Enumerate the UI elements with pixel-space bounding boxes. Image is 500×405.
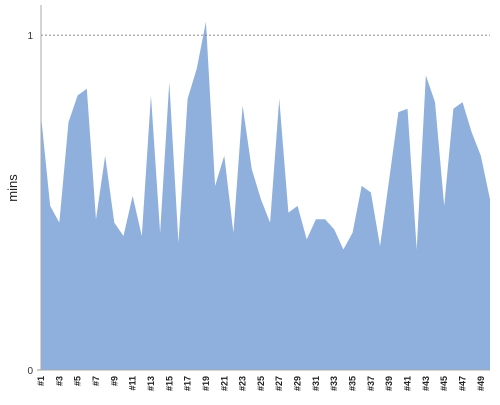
x-tick-label: #7 — [91, 376, 101, 386]
x-tick-label: #25 — [256, 376, 266, 391]
x-tick-label: #5 — [73, 376, 83, 386]
x-tick-label: #37 — [366, 376, 376, 391]
x-tick-label: #33 — [329, 376, 339, 391]
x-tick-label: #21 — [219, 376, 229, 391]
y-axis-label: mins — [5, 174, 20, 202]
x-tick-label: #45 — [439, 376, 449, 391]
x-tick-label: #11 — [128, 376, 138, 391]
x-tick-label: #43 — [421, 376, 431, 391]
x-tick-label: #17 — [183, 376, 193, 391]
y-tick-label: 1 — [27, 31, 33, 42]
x-tick-label: #1 — [36, 376, 46, 386]
x-tick-label: #47 — [458, 376, 468, 391]
y-tick-label: 0 — [27, 366, 33, 377]
x-tick-label: #15 — [164, 376, 174, 391]
x-tick-label: #31 — [311, 376, 321, 391]
x-tick-label: #13 — [146, 376, 156, 391]
area — [41, 21, 490, 370]
x-tick-label: #35 — [348, 376, 358, 391]
x-tick-label: #3 — [54, 376, 64, 386]
x-tick-label: #49 — [476, 376, 486, 391]
x-tick-label: #19 — [201, 376, 211, 391]
x-tick-label: #29 — [293, 376, 303, 391]
x-tick-label: #9 — [109, 376, 119, 386]
x-tick-label: #27 — [274, 376, 284, 391]
x-tick-label: #39 — [384, 376, 394, 391]
x-tick-label: #23 — [238, 376, 248, 391]
x-tick-label: #41 — [403, 376, 413, 391]
